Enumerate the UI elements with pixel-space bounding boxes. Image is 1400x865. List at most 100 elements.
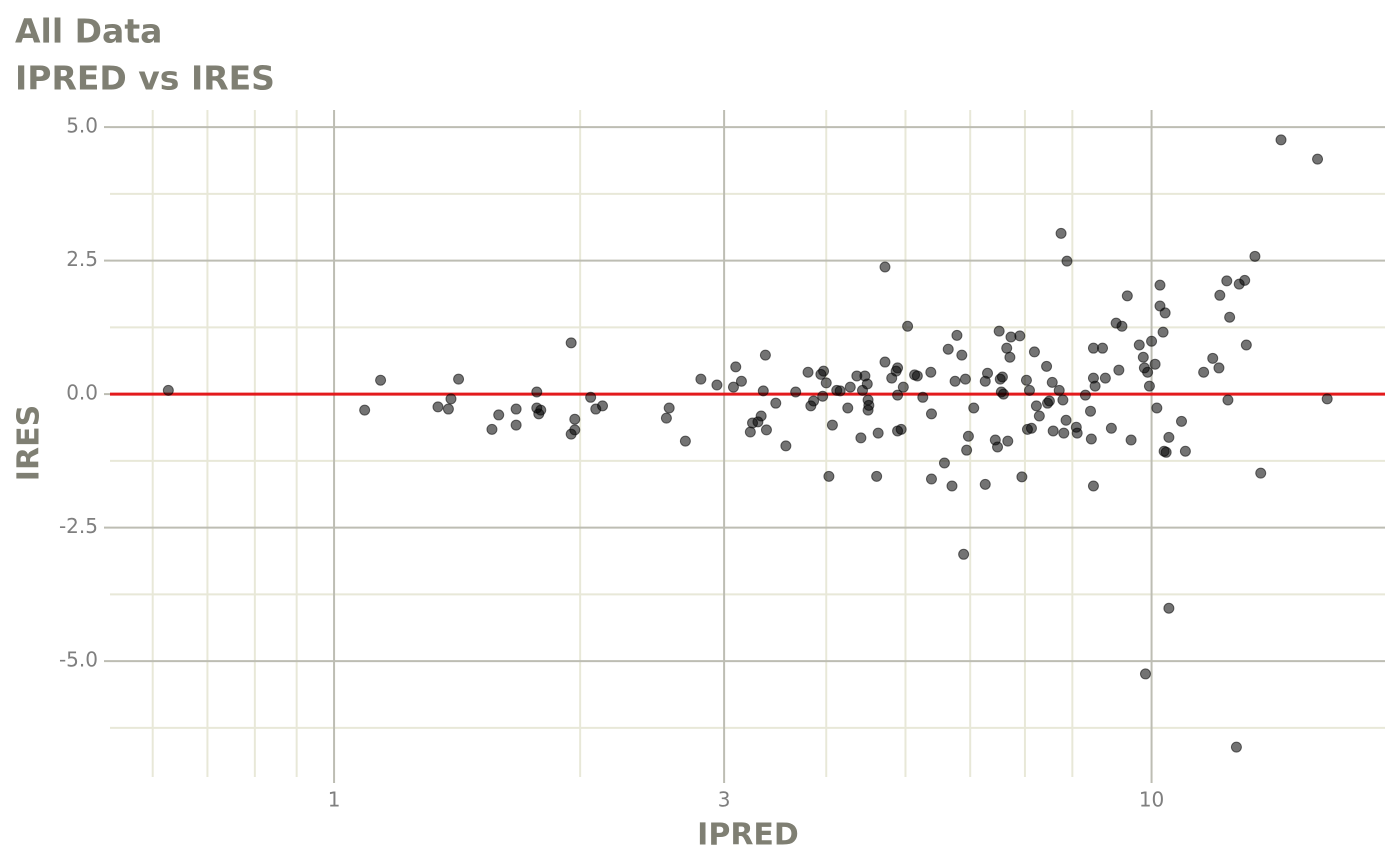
point [1142,366,1154,378]
point [663,402,675,414]
point [569,424,581,436]
point [1116,320,1128,332]
point [493,409,505,421]
point [1099,372,1111,384]
point [925,366,937,378]
point [962,430,974,442]
point [1275,134,1287,146]
point [1230,741,1242,753]
point [1087,480,1099,492]
point [1043,395,1055,407]
marks [110,134,1385,753]
point [770,397,782,409]
point [1113,364,1125,376]
point [755,410,767,422]
point [359,404,371,416]
point [1057,394,1069,406]
x-tick-label: 3 [718,788,731,812]
point [1053,384,1065,396]
point [823,470,835,482]
point [925,408,937,420]
point [871,470,883,482]
point [1176,415,1188,427]
point [902,320,914,332]
point [760,424,772,436]
point [1023,384,1035,396]
x-axis-title: IPRED [697,818,799,853]
point [1133,339,1145,351]
point [834,385,846,397]
point [959,373,971,385]
y-axis-title: IRES [12,405,47,481]
point [1087,342,1099,354]
point [453,373,465,385]
point [826,419,838,431]
point [1137,351,1149,363]
point [565,337,577,349]
point [1071,427,1083,439]
point [879,261,891,273]
point [938,457,950,469]
point [1143,380,1155,392]
point [744,426,756,438]
point [1151,402,1163,414]
point [992,441,1004,453]
point [879,356,891,368]
point [968,402,980,414]
point [1224,311,1236,323]
point [510,403,522,415]
chart-title: All Data [15,12,162,51]
point [375,374,387,386]
point [1060,414,1072,426]
point [844,381,856,393]
point [1149,358,1161,370]
point [818,365,830,377]
point [892,362,904,374]
point [1125,434,1137,446]
point [1004,351,1016,363]
point [1139,668,1151,680]
point [780,440,792,452]
point [597,400,609,412]
point [695,373,707,385]
point [1214,289,1226,301]
point [711,379,723,391]
point [1249,250,1261,262]
point [535,404,547,416]
point [895,423,907,435]
point [1213,362,1225,374]
point [1105,422,1117,434]
point [679,435,691,447]
point [982,367,994,379]
point [1025,422,1037,434]
grid: 1 3 10 5.0 2.5 0.0 -2.5 -5.0 [59,110,1385,812]
point [1154,279,1166,291]
point [1033,410,1045,422]
point [1255,467,1267,479]
point [1159,307,1171,319]
y-tick-label: 0.0 [66,381,98,405]
point [892,389,904,401]
point [1055,227,1067,239]
point [1321,393,1333,405]
chart-subtitle: IPRED vs IRES [15,59,275,98]
point [442,403,454,415]
point [1047,425,1059,437]
point [1221,275,1233,287]
point [1240,339,1252,351]
point [1163,602,1175,614]
point [445,393,457,405]
point [727,381,739,393]
point [1002,435,1014,447]
point [660,412,672,424]
point [1085,405,1097,417]
point [759,349,771,361]
point [808,395,820,407]
point [1001,342,1013,354]
point [961,444,973,456]
point [1046,376,1058,388]
point [842,402,854,414]
point [432,401,444,413]
point [911,370,923,382]
